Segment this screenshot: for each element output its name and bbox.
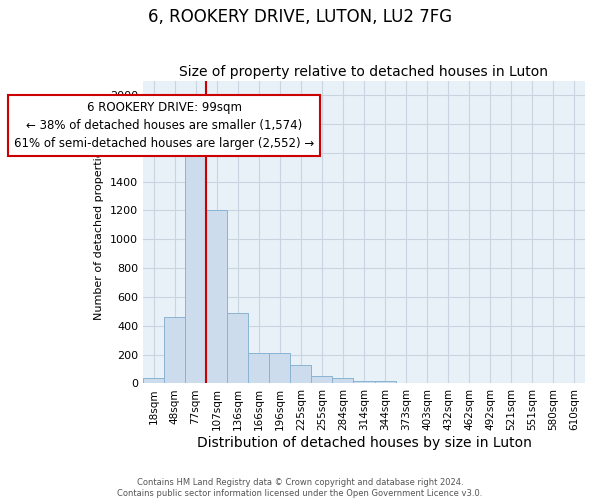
Bar xyxy=(227,313,248,384)
Bar xyxy=(206,210,227,384)
Bar xyxy=(374,382,395,384)
Bar xyxy=(185,153,206,384)
Bar xyxy=(248,353,269,384)
X-axis label: Distribution of detached houses by size in Luton: Distribution of detached houses by size … xyxy=(197,436,532,450)
Bar xyxy=(332,378,353,384)
Text: 6 ROOKERY DRIVE: 99sqm
← 38% of detached houses are smaller (1,574)
61% of semi-: 6 ROOKERY DRIVE: 99sqm ← 38% of detached… xyxy=(14,101,314,150)
Text: Contains HM Land Registry data © Crown copyright and database right 2024.
Contai: Contains HM Land Registry data © Crown c… xyxy=(118,478,482,498)
Bar xyxy=(353,380,374,384)
Bar xyxy=(164,317,185,384)
Bar xyxy=(143,378,164,384)
Bar xyxy=(311,376,332,384)
Text: 6, ROOKERY DRIVE, LUTON, LU2 7FG: 6, ROOKERY DRIVE, LUTON, LU2 7FG xyxy=(148,8,452,26)
Y-axis label: Number of detached properties: Number of detached properties xyxy=(94,144,104,320)
Bar xyxy=(290,366,311,384)
Title: Size of property relative to detached houses in Luton: Size of property relative to detached ho… xyxy=(179,66,548,80)
Bar xyxy=(269,353,290,384)
